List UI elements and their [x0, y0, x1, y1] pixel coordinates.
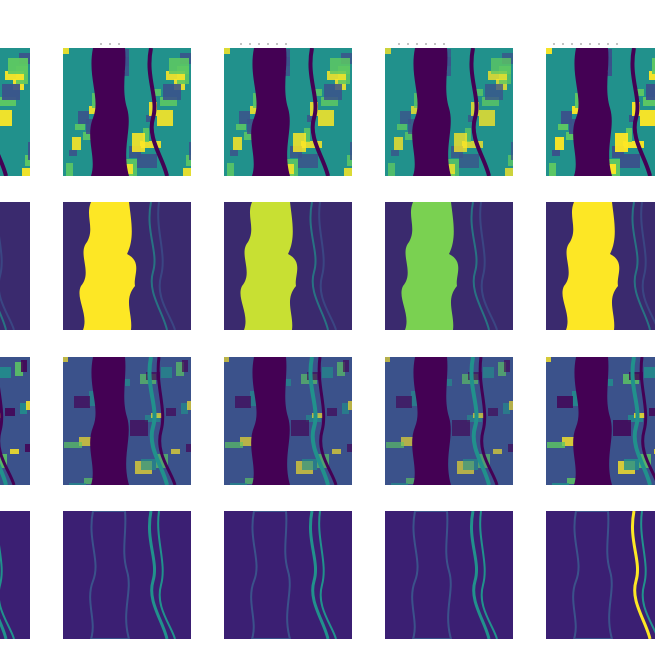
heatmap-tile [63, 357, 191, 485]
heatmap-tile [385, 511, 513, 639]
heatmap-tile [546, 357, 655, 485]
heatmap-tile [0, 202, 30, 330]
column-header-dots [100, 30, 127, 45]
heatmap-tile [224, 202, 352, 330]
heatmap-tile [0, 357, 30, 485]
heatmap-tile [546, 511, 655, 639]
column-header-dots [398, 30, 452, 45]
column-header-dots [240, 30, 294, 45]
heatmap-tile [546, 202, 655, 330]
heatmap-tile [0, 48, 30, 176]
heatmap-tile [546, 48, 655, 176]
column-header-dots [553, 30, 625, 45]
heatmap-tile [385, 357, 513, 485]
heatmap-tile [224, 511, 352, 639]
heatmap-tile [63, 511, 191, 639]
heatmap-tile [0, 511, 30, 639]
heatmap-tile [224, 48, 352, 176]
heatmap-tile [63, 202, 191, 330]
heatmap-tile [63, 48, 191, 176]
heatmap-tile [385, 48, 513, 176]
heatmap-tile [224, 357, 352, 485]
heatmap-tile [385, 202, 513, 330]
